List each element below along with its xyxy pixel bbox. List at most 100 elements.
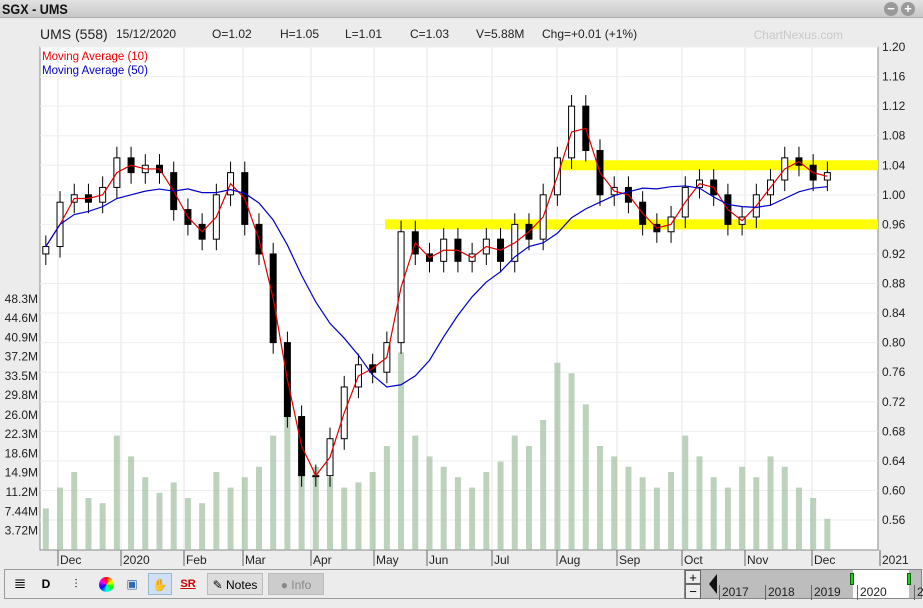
color-wheel-icon[interactable] (97, 573, 115, 595)
symbol: UMS (558) (40, 26, 108, 42)
volume-bar (582, 404, 589, 550)
year-2021[interactable]: 20 (914, 585, 923, 600)
month-label: Sep (619, 553, 641, 567)
volume-bar (99, 503, 106, 550)
volume-bar (85, 498, 92, 550)
range-handle-left[interactable] (850, 573, 854, 585)
ma50-line (45, 185, 828, 388)
timeline-navigator[interactable]: + − 2017 2018 2019 2020 20 (684, 569, 923, 600)
price-tick-label: 0.76 (882, 365, 906, 379)
year-2018[interactable]: 2018 (765, 585, 795, 600)
volume-value: V=5.88M (476, 27, 525, 41)
watermark: ChartNexus.com (753, 28, 843, 42)
volume-tick-label: 40.9M (5, 330, 38, 344)
volume-bar (383, 446, 390, 550)
open-value: O=1.02 (212, 27, 252, 41)
month-label: Jul (494, 553, 509, 567)
visible-range[interactable] (853, 570, 909, 598)
month-label: Dec (814, 553, 835, 567)
volume-bar (426, 456, 433, 550)
volume-tick-label: 11.2M (6, 485, 38, 499)
volume-bar (795, 487, 802, 550)
price-tick-label: 0.96 (882, 217, 906, 231)
minimize-icon[interactable]: − (884, 2, 898, 16)
month-label: Feb (186, 553, 207, 567)
volume-bar (255, 466, 262, 550)
price-tick-label: 1.04 (882, 158, 906, 172)
support-resistance-button[interactable]: SR (180, 578, 196, 590)
year-2019[interactable]: 2019 (811, 585, 841, 600)
volume-bar (42, 508, 49, 550)
volume-bar (824, 518, 831, 550)
month-label: Jun (429, 553, 448, 567)
volume-bar (341, 487, 348, 550)
month-label: 2021 (882, 553, 909, 567)
volume-bar (156, 492, 163, 550)
volume-tick-label: 14.9M (5, 466, 38, 480)
print-icon[interactable]: ▣ (126, 577, 138, 591)
range-handle-right[interactable] (907, 573, 911, 585)
volume-bar (440, 466, 447, 550)
low-value: L=1.01 (345, 27, 383, 41)
hand-tool-icon[interactable]: ✋ (148, 573, 172, 595)
price-tick-label: 0.68 (882, 424, 906, 438)
volume-bar (653, 487, 660, 550)
volume-bar (298, 456, 305, 550)
volume-bar (227, 487, 234, 550)
maximize-icon[interactable]: + (901, 2, 915, 16)
price-chart[interactable]: Dec 2020 Feb Mar Apr May Jun Jul Aug Sep Oct Nov Dec… (0, 0, 923, 570)
volume-bar (753, 477, 760, 550)
volume-bar (710, 477, 717, 550)
notes-button[interactable]: ✎ Notes (207, 573, 263, 595)
price-tick-label: 0.64 (882, 454, 906, 468)
chart-type-icon[interactable]: ⫶ (74, 577, 78, 591)
volume-bar (57, 487, 64, 550)
volume-bar (71, 472, 78, 550)
price-tick-label: 1.00 (882, 188, 906, 202)
volume-bar (398, 352, 405, 550)
support-band (385, 219, 878, 230)
window-title: SGX - UMS (2, 1, 68, 17)
support-band (560, 160, 878, 171)
zoom-out-button[interactable]: − (685, 584, 701, 599)
month-label: Dec (60, 553, 81, 567)
volume-tick-label: 18.6M (5, 446, 38, 460)
price-tick-label: 0.60 (882, 483, 906, 497)
candle (42, 246, 50, 255)
volume-bar (554, 362, 561, 550)
volume-bar (454, 477, 461, 550)
month-label: Mar (245, 553, 266, 567)
volume-bar (781, 466, 788, 550)
volume-bar (327, 477, 334, 550)
volume-bar (682, 435, 689, 550)
volume-bar (312, 466, 319, 550)
volume-bar (241, 477, 248, 550)
volume-bar (625, 466, 632, 550)
volume-bar (184, 498, 191, 550)
volume-tick-label: 26.0M (5, 408, 38, 422)
year-2020[interactable]: 2020 (857, 585, 887, 600)
price-tick-label: 0.84 (882, 306, 906, 320)
scroll-left-icon[interactable] (709, 574, 717, 594)
volume-bar (739, 466, 746, 550)
volume-bar (170, 482, 177, 550)
volume-bar (525, 446, 532, 550)
volume-tick-label: 3.72M (5, 524, 38, 538)
change-value: Chg=+0.01 (+1%) (542, 27, 638, 41)
price-tick-label: 1.16 (882, 70, 906, 84)
zoom-in-button[interactable]: + (685, 570, 701, 585)
volume-bar (284, 414, 291, 550)
volume-tick-label: 33.5M (5, 369, 38, 383)
info-button[interactable]: ● Info (268, 573, 324, 595)
month-label: May (376, 553, 399, 567)
legend-ma50: Moving Average (50) (42, 65, 148, 77)
period-button[interactable]: D (41, 577, 51, 591)
ma10-line (45, 127, 828, 477)
close-value: C=1.03 (410, 27, 450, 41)
month-label: Oct (684, 553, 703, 567)
menu-icon[interactable]: ≣ (13, 575, 27, 592)
volume-tick-label: 29.8M (5, 388, 38, 402)
price-tick-label: 0.56 (882, 513, 906, 527)
plot-area (39, 46, 879, 551)
year-2017[interactable]: 2017 (719, 585, 749, 600)
